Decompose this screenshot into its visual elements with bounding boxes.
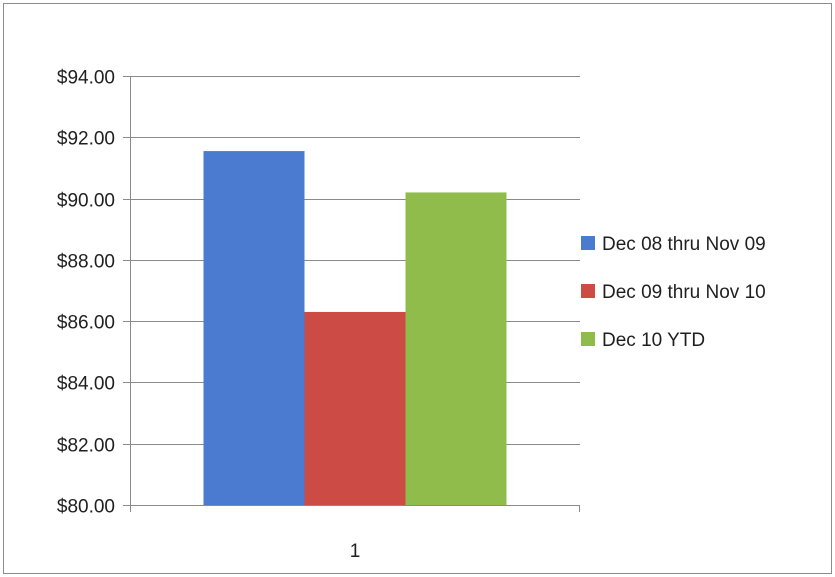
- legend: Dec 08 thru Nov 09 Dec 09 thru Nov 10 Dec …: [581, 234, 766, 351]
- legend-label-3: Dec 10 YTD: [602, 330, 705, 351]
- x-axis: 1: [123, 505, 580, 562]
- bar-1: [203, 151, 305, 505]
- y-tick-label: $88.00: [57, 252, 115, 273]
- y-axis: $80.00 $82.00 $84.00 $86.00 $88.00 $90.00 $92.…: [57, 68, 131, 518]
- y-tick-label: $92.00: [57, 129, 115, 150]
- legend-label-2: Dec 09 thru Nov 10: [602, 282, 766, 303]
- y-tick-label: $90.00: [57, 191, 115, 212]
- legend-swatch-3: [581, 332, 595, 346]
- y-tick-label: $82.00: [57, 436, 115, 457]
- x-tick-label: 1: [350, 541, 361, 562]
- legend-label-1: Dec 08 thru Nov 09: [602, 234, 766, 255]
- legend-swatch-1: [581, 236, 595, 250]
- legend-swatch-2: [581, 284, 595, 298]
- bar-3: [405, 192, 507, 505]
- bar-2: [304, 311, 406, 505]
- bars: [203, 151, 507, 505]
- y-tick-label: $94.00: [57, 68, 115, 89]
- y-tick-label: $84.00: [57, 374, 115, 395]
- y-tick-label: $86.00: [57, 313, 115, 334]
- y-tick-label: $80.00: [57, 497, 115, 518]
